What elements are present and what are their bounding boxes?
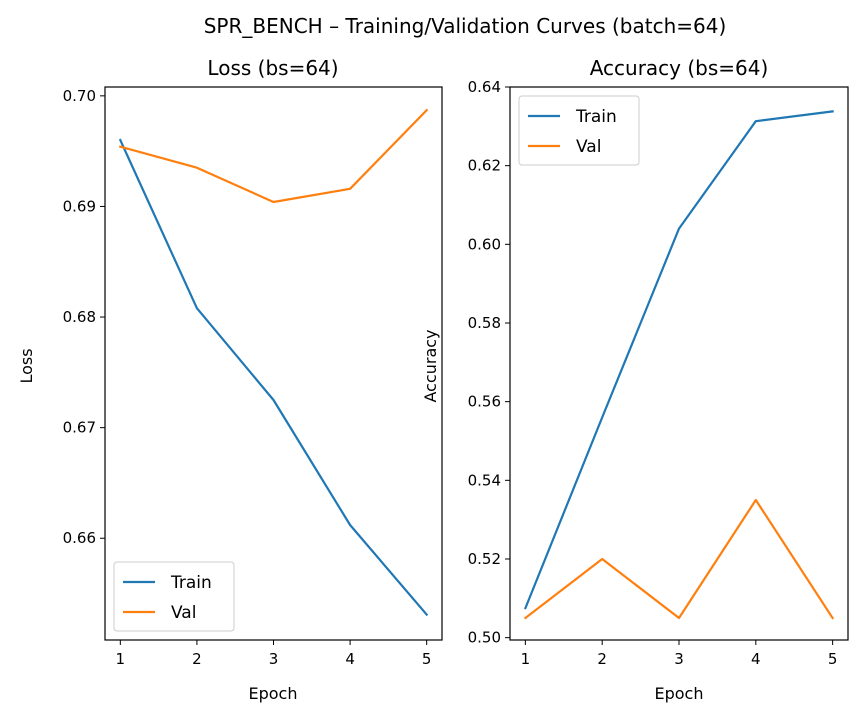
loss-val-line — [118, 108, 429, 204]
accuracy-ytick-label: 0.54 — [468, 471, 501, 489]
loss-ytick-label: 0.68 — [63, 308, 96, 326]
figure-suptitle: SPR_BENCH – Training/Validation Curves (… — [204, 14, 727, 38]
accuracy-val-line — [523, 498, 835, 620]
loss-legend: Train Val — [113, 561, 235, 632]
loss-title: Loss (bs=64) — [207, 56, 338, 80]
loss-axes-frame — [104, 86, 443, 641]
loss-legend-label-val: Val — [171, 603, 196, 623]
loss-xtick-label: 5 — [422, 650, 432, 668]
loss-ytick-label: 0.69 — [63, 197, 96, 215]
accuracy-ytick-label: 0.52 — [468, 550, 501, 568]
accuracy-legend: Train Val — [518, 95, 640, 166]
accuracy-panel: Accuracy (bs=64) Epoch Accuracy 1 2 3 4 5 0.5… — [421, 56, 849, 703]
accuracy-ytick-label: 0.50 — [468, 629, 501, 647]
loss-ytick-label: 0.70 — [63, 87, 96, 105]
loss-panel: Loss (bs=64) Epoch Loss 1 2 3 4 5 0.66 0.67 0.6… — [17, 56, 443, 703]
accuracy-xtick-label: 5 — [828, 650, 838, 668]
loss-xlabel: Epoch — [249, 684, 298, 703]
accuracy-xlabel: Epoch — [655, 684, 704, 703]
loss-xtick-label: 2 — [192, 650, 202, 668]
accuracy-axes-frame — [509, 86, 849, 641]
loss-lines — [118, 108, 429, 617]
loss-legend-label-train: Train — [170, 573, 212, 593]
loss-train-line — [118, 138, 429, 617]
accuracy-xtick-label: 4 — [751, 650, 761, 668]
accuracy-legend-label-train: Train — [575, 107, 617, 127]
loss-ticks: 1 2 3 4 5 0.66 0.67 0.68 0.69 0.70 — [63, 87, 432, 668]
loss-ytick-label: 0.66 — [63, 529, 96, 547]
accuracy-ticks: 1 2 3 4 5 0.50 0.52 0.54 0.56 0.58 0.60 0.62 0.64 — [468, 78, 838, 668]
loss-xtick-label: 3 — [269, 650, 279, 668]
accuracy-xtick-label: 2 — [597, 650, 607, 668]
loss-xtick-label: 1 — [116, 650, 126, 668]
loss-legend-box — [113, 561, 235, 632]
accuracy-ytick-label: 0.64 — [468, 78, 501, 96]
accuracy-title: Accuracy (bs=64) — [590, 56, 769, 80]
accuracy-ytick-label: 0.58 — [468, 314, 501, 332]
accuracy-ytick-label: 0.60 — [468, 235, 501, 253]
loss-ylabel: Loss — [17, 348, 36, 383]
loss-ytick-label: 0.67 — [63, 419, 96, 437]
loss-xtick-label: 4 — [345, 650, 355, 668]
accuracy-ytick-label: 0.62 — [468, 157, 501, 175]
accuracy-xtick-label: 1 — [521, 650, 531, 668]
accuracy-legend-box — [518, 95, 640, 166]
accuracy-lines — [523, 110, 835, 620]
accuracy-xtick-label: 3 — [674, 650, 684, 668]
accuracy-ytick-label: 0.56 — [468, 393, 501, 411]
accuracy-train-line — [523, 110, 834, 610]
accuracy-ylabel: Accuracy — [421, 329, 440, 402]
accuracy-legend-label-val: Val — [576, 137, 601, 157]
